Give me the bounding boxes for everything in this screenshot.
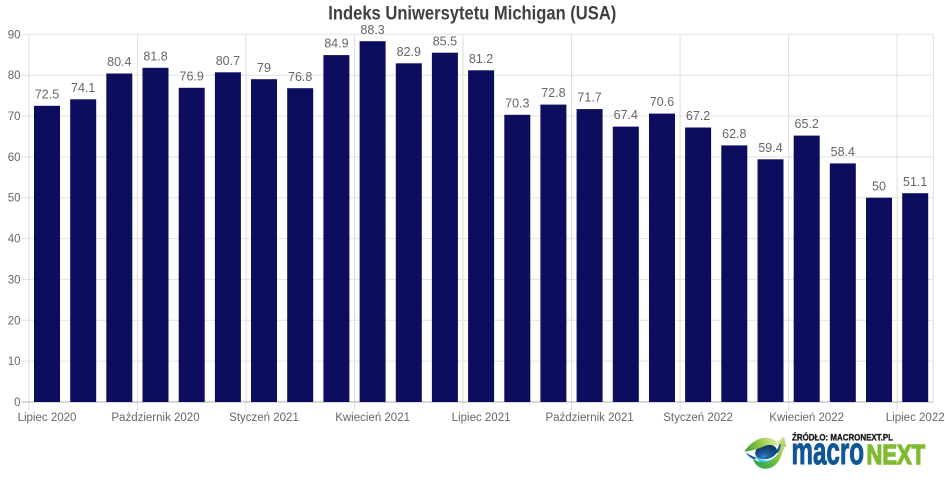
svg-text:0: 0 — [14, 397, 20, 409]
svg-text:72.5: 72.5 — [35, 87, 59, 101]
svg-text:Styczeń 2022: Styczeń 2022 — [663, 412, 733, 424]
svg-text:NEXT: NEXT — [867, 439, 926, 470]
svg-text:50: 50 — [8, 193, 21, 205]
svg-text:88.3: 88.3 — [360, 23, 384, 37]
svg-text:70.6: 70.6 — [650, 95, 674, 109]
svg-text:65.2: 65.2 — [795, 117, 819, 131]
svg-text:10: 10 — [8, 356, 21, 368]
svg-text:72.8: 72.8 — [541, 86, 565, 100]
svg-text:40: 40 — [8, 234, 21, 246]
svg-text:Lipiec 2020: Lipiec 2020 — [18, 412, 77, 424]
svg-text:76.8: 76.8 — [288, 70, 312, 84]
svg-text:84.9: 84.9 — [324, 37, 348, 51]
svg-text:80.4: 80.4 — [107, 55, 131, 69]
svg-text:Październik 2020: Październik 2020 — [111, 412, 199, 424]
svg-text:Październik 2021: Październik 2021 — [545, 412, 633, 424]
svg-text:Kwiecień 2021: Kwiecień 2021 — [335, 412, 410, 424]
svg-text:71.7: 71.7 — [577, 91, 601, 105]
svg-text:30: 30 — [8, 274, 21, 286]
svg-text:51.1: 51.1 — [903, 175, 927, 189]
svg-text:20: 20 — [8, 315, 21, 327]
svg-text:60: 60 — [8, 152, 21, 164]
svg-text:Lipiec 2022: Lipiec 2022 — [886, 412, 945, 424]
svg-text:85.5: 85.5 — [433, 34, 457, 48]
svg-text:80.7: 80.7 — [216, 54, 240, 68]
svg-text:Indeks Uniwersytetu Michigan (: Indeks Uniwersytetu Michigan (USA) — [328, 4, 616, 25]
svg-text:82.9: 82.9 — [397, 45, 421, 59]
svg-text:74.1: 74.1 — [71, 81, 95, 95]
svg-text:90: 90 — [8, 29, 21, 41]
svg-text:Lipiec 2021: Lipiec 2021 — [452, 412, 511, 424]
svg-text:80: 80 — [8, 70, 21, 82]
svg-text:67.4: 67.4 — [614, 108, 638, 122]
svg-text:81.8: 81.8 — [143, 49, 167, 63]
svg-text:macro: macro — [792, 431, 865, 473]
svg-text:79: 79 — [257, 61, 271, 75]
svg-text:58.4: 58.4 — [831, 145, 855, 159]
svg-text:81.2: 81.2 — [469, 52, 493, 66]
svg-text:Styczeń 2021: Styczeń 2021 — [229, 412, 299, 424]
svg-text:70: 70 — [8, 111, 21, 123]
svg-text:70.3: 70.3 — [505, 96, 529, 110]
svg-text:76.9: 76.9 — [180, 69, 204, 83]
svg-text:67.2: 67.2 — [686, 109, 710, 123]
svg-text:ŹRÓDŁO: MACRONEXT.PL: ŹRÓDŁO: MACRONEXT.PL — [792, 432, 893, 444]
svg-text:Kwiecień 2022: Kwiecień 2022 — [769, 412, 844, 424]
svg-text:50: 50 — [872, 179, 886, 193]
svg-text:59.4: 59.4 — [758, 141, 782, 155]
svg-text:62.8: 62.8 — [722, 127, 746, 141]
